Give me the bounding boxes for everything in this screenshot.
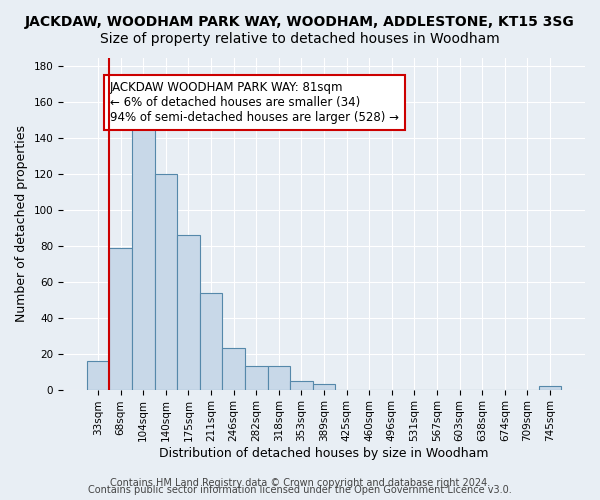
Bar xyxy=(290,380,313,390)
Bar xyxy=(268,366,290,390)
Bar xyxy=(87,361,109,390)
Text: Contains public sector information licensed under the Open Government Licence v3: Contains public sector information licen… xyxy=(88,485,512,495)
Text: JACKDAW WOODHAM PARK WAY: 81sqm
← 6% of detached houses are smaller (34)
94% of : JACKDAW WOODHAM PARK WAY: 81sqm ← 6% of … xyxy=(110,81,399,124)
Text: Size of property relative to detached houses in Woodham: Size of property relative to detached ho… xyxy=(100,32,500,46)
Bar xyxy=(245,366,268,390)
Bar xyxy=(155,174,177,390)
Text: Contains HM Land Registry data © Crown copyright and database right 2024.: Contains HM Land Registry data © Crown c… xyxy=(110,478,490,488)
Bar xyxy=(132,122,155,390)
X-axis label: Distribution of detached houses by size in Woodham: Distribution of detached houses by size … xyxy=(159,447,489,460)
Text: JACKDAW, WOODHAM PARK WAY, WOODHAM, ADDLESTONE, KT15 3SG: JACKDAW, WOODHAM PARK WAY, WOODHAM, ADDL… xyxy=(25,15,575,29)
Bar xyxy=(539,386,561,390)
Y-axis label: Number of detached properties: Number of detached properties xyxy=(15,125,28,322)
Bar xyxy=(313,384,335,390)
Bar xyxy=(223,348,245,390)
Bar xyxy=(177,235,200,390)
Bar xyxy=(200,292,223,390)
Bar xyxy=(109,248,132,390)
